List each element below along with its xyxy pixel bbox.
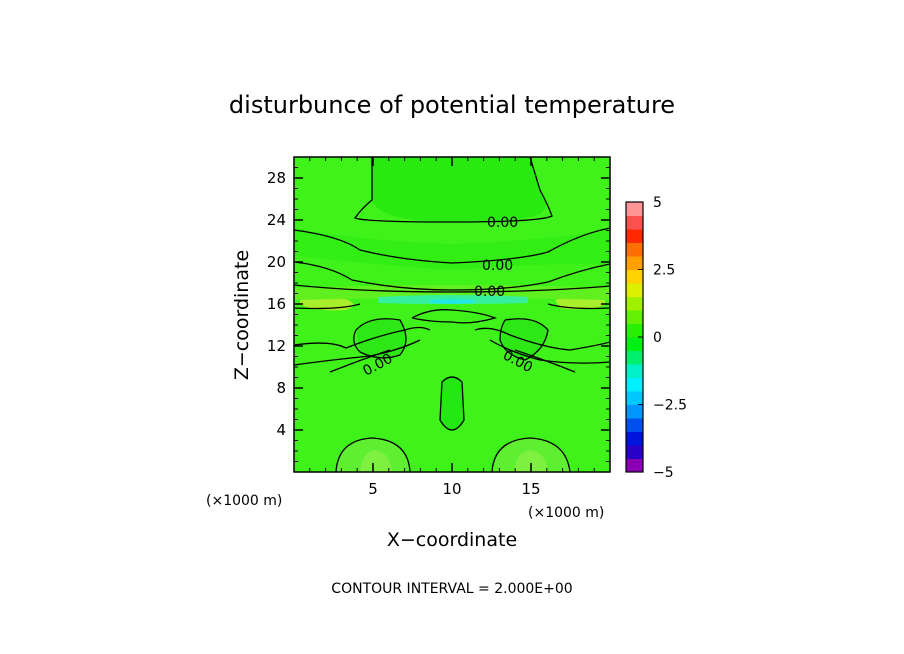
contour-interval-footer: CONTOUR INTERVAL = 2.000E+00 xyxy=(331,581,572,597)
field-region-dome-core-left xyxy=(360,450,392,472)
colorbar-segment xyxy=(626,364,643,378)
y-tick-label: 20 xyxy=(267,253,286,271)
contour-line-dome-left xyxy=(335,437,411,472)
y-tick-label: 24 xyxy=(267,211,286,229)
contour-line-lobe-right xyxy=(499,318,549,361)
colorbar-segment xyxy=(626,404,643,419)
contour-line-tilt-right xyxy=(514,349,576,373)
colorbar-tick-label: 5 xyxy=(653,195,662,211)
y-axis-label: Z−coordinate xyxy=(231,250,253,380)
y-unit-label: (×1000 m) xyxy=(206,493,282,509)
colorbar-segment xyxy=(626,242,643,257)
contour-line-arc-lower-left xyxy=(294,339,421,366)
field-region-band-22 xyxy=(294,228,610,270)
y-tick-label: 8 xyxy=(276,379,286,397)
y-tick-label: 16 xyxy=(267,295,286,313)
field-region-upper xyxy=(372,157,546,222)
colorbar-tick-label: −2.5 xyxy=(653,398,687,414)
colorbar-tick-label: −5 xyxy=(653,465,674,481)
colorbar-segment xyxy=(626,229,643,243)
x-tick-label: 15 xyxy=(521,480,540,498)
colorbar-segment xyxy=(626,296,643,311)
contour-line-z16-right xyxy=(547,303,610,310)
contour-line-z17 xyxy=(294,284,610,293)
colorbar-segment xyxy=(626,458,643,473)
colorbar-segment xyxy=(626,445,643,459)
colorbar-segment xyxy=(626,323,643,338)
contour-line-arc-right xyxy=(474,327,610,351)
contour-line-arc-lower-right xyxy=(489,339,610,364)
contour-line-column xyxy=(439,376,465,431)
colorbar-segment xyxy=(626,269,643,284)
contour-lines xyxy=(294,157,610,472)
chart-title: disturbunce of potential temperature xyxy=(229,91,675,119)
contour-line-tilt-left xyxy=(329,349,391,373)
contour-line-arc-left xyxy=(294,326,431,349)
contour-line-z20 xyxy=(294,261,610,291)
colorbar: 5 2.5 0 −2.5 −5 xyxy=(625,195,687,481)
contour-line-lobe-left xyxy=(353,318,407,359)
field-region-dome-core-right xyxy=(514,450,548,472)
contour-line-z22 xyxy=(294,227,610,264)
axis-ticks: 5 10 15 4 8 12 16 20 24 28 xyxy=(267,157,610,498)
field-region-column xyxy=(440,377,464,430)
colorbar-segment xyxy=(626,283,643,297)
colorbar-segment xyxy=(626,391,643,405)
colorbar-segment xyxy=(626,377,643,392)
contour-line-z15 xyxy=(411,309,498,324)
contour-line-upper xyxy=(353,157,553,223)
x-tick-label: 10 xyxy=(442,480,461,498)
colorbar-tick-label: 2.5 xyxy=(653,263,675,279)
colorbar-segment xyxy=(626,418,643,432)
field-region-cold-core xyxy=(430,299,474,304)
contour-label: 0.00 xyxy=(482,258,513,274)
x-unit-label: (×1000 m) xyxy=(528,505,604,521)
field-region-lobe-left xyxy=(356,318,406,358)
contour-line-dome-right xyxy=(491,437,571,472)
colorbar-tick-label: 0 xyxy=(653,330,662,346)
contour-label: 0.00 xyxy=(474,284,505,300)
y-tick-label: 28 xyxy=(267,169,286,187)
plot-area: 0.00 0.00 0.00 0.00 0.00 5 10 154812162024… xyxy=(267,156,611,498)
field-regions xyxy=(294,157,610,472)
contour-label: 0.00 xyxy=(487,215,518,231)
colorbar-segment xyxy=(626,256,643,270)
colorbar-segment xyxy=(626,202,643,216)
x-tick-label: 5 xyxy=(368,480,378,498)
x-axis-label: X−coordinate xyxy=(387,529,517,551)
y-tick-label: 12 xyxy=(267,337,286,355)
colorbar-segment xyxy=(626,310,643,324)
colorbar-segment xyxy=(626,431,643,446)
colorbar-segment xyxy=(626,215,643,230)
contour-line-z16-left xyxy=(294,303,361,310)
colorbar-segment xyxy=(626,337,643,351)
colorbar-segment xyxy=(626,350,643,365)
y-tick-label: 4 xyxy=(276,421,286,439)
